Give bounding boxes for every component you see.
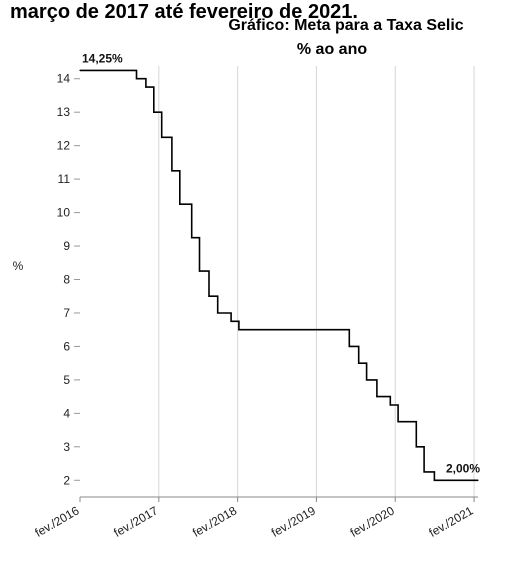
series-layer	[79, 69, 479, 482]
vertical-gridlines	[158, 66, 475, 497]
data-point-1	[135, 78, 138, 80]
y-tick-label-9: 9	[63, 239, 70, 253]
data-point-14	[358, 362, 360, 364]
chart-title: Gráfico: Meta para a Taxa Selic	[228, 17, 463, 34]
data-point-22	[477, 479, 479, 481]
x-tick-label-4: fev./2020	[348, 503, 397, 540]
data-point-10	[217, 312, 219, 314]
data-label-1: 2,00%	[446, 461, 480, 475]
x-tick-label-2: fev./2018	[190, 503, 239, 540]
data-point-2	[145, 86, 147, 88]
y-tick-label-4: 4	[63, 406, 70, 420]
data-point-0	[79, 69, 81, 71]
y-axis-label: %	[13, 259, 24, 273]
x-tick-label-1: fev./2017	[111, 503, 160, 540]
data-point-4	[161, 136, 163, 138]
data-point-15	[366, 379, 368, 381]
data-point-11	[230, 320, 232, 322]
data-point-16	[376, 396, 378, 398]
y-tick-label-7: 7	[63, 306, 70, 320]
data-point-19	[415, 446, 417, 448]
y-tick-label-12: 12	[57, 139, 71, 153]
heading-fragment: março de 2017 até fevereiro de 2021.	[10, 1, 358, 23]
data-point-8	[198, 270, 201, 272]
y-axis-ticks: 2 3 4 5 6 7 8 9 10 11 12 13 14	[57, 72, 80, 487]
y-tick-label-3: 3	[63, 440, 70, 454]
y-tick-label-8: 8	[63, 273, 70, 287]
data-point-9	[208, 295, 210, 297]
data-labels: 14,25% 2,00%	[82, 51, 480, 475]
data-point-17	[389, 404, 391, 406]
series-line-0	[80, 69, 478, 482]
data-point-12	[238, 329, 240, 331]
y-tick-label-14: 14	[57, 72, 71, 86]
y-tick-label-10: 10	[57, 206, 71, 220]
data-point-20	[423, 471, 425, 473]
data-point-7	[191, 237, 193, 239]
chart-subtitle: % ao ano	[297, 41, 367, 58]
data-label-0: 14,25%	[82, 51, 123, 65]
data-point-13	[348, 345, 350, 348]
y-tick-label-11: 11	[58, 172, 71, 186]
y-tick-label-6: 6	[63, 339, 70, 353]
x-tick-label-5: fev./2021	[427, 503, 476, 540]
data-point-6	[179, 203, 181, 205]
x-axis-ticks: fev./2016 fev./2017 fev./2018 fev./2019 fev.…	[33, 497, 476, 540]
data-point-3	[153, 111, 155, 113]
y-tick-label-13: 13	[57, 105, 71, 119]
data-point-18	[397, 421, 399, 423]
x-tick-label-0: fev./2016	[33, 503, 82, 540]
data-point-21	[433, 479, 435, 481]
data-point-5	[171, 170, 173, 172]
y-tick-label-5: 5	[63, 373, 70, 387]
y-tick-label-2: 2	[63, 473, 70, 487]
x-tick-label-3: fev./2019	[269, 503, 318, 540]
